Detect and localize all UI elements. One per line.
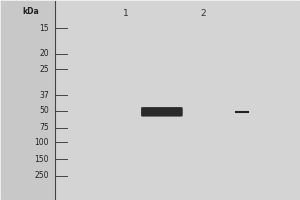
FancyBboxPatch shape xyxy=(141,107,183,117)
Text: 50: 50 xyxy=(39,106,49,115)
Text: 25: 25 xyxy=(39,65,49,74)
Text: 100: 100 xyxy=(34,138,49,147)
Text: 37: 37 xyxy=(39,91,49,100)
Text: 15: 15 xyxy=(39,24,49,33)
Text: 75: 75 xyxy=(39,123,49,132)
Text: 2: 2 xyxy=(201,9,206,18)
Text: kDa: kDa xyxy=(23,7,40,16)
Bar xyxy=(2,1,55,199)
Bar xyxy=(55,1,298,199)
Text: 150: 150 xyxy=(34,155,49,164)
Text: 1: 1 xyxy=(123,9,129,18)
Text: 20: 20 xyxy=(39,49,49,58)
Text: 250: 250 xyxy=(34,171,49,180)
